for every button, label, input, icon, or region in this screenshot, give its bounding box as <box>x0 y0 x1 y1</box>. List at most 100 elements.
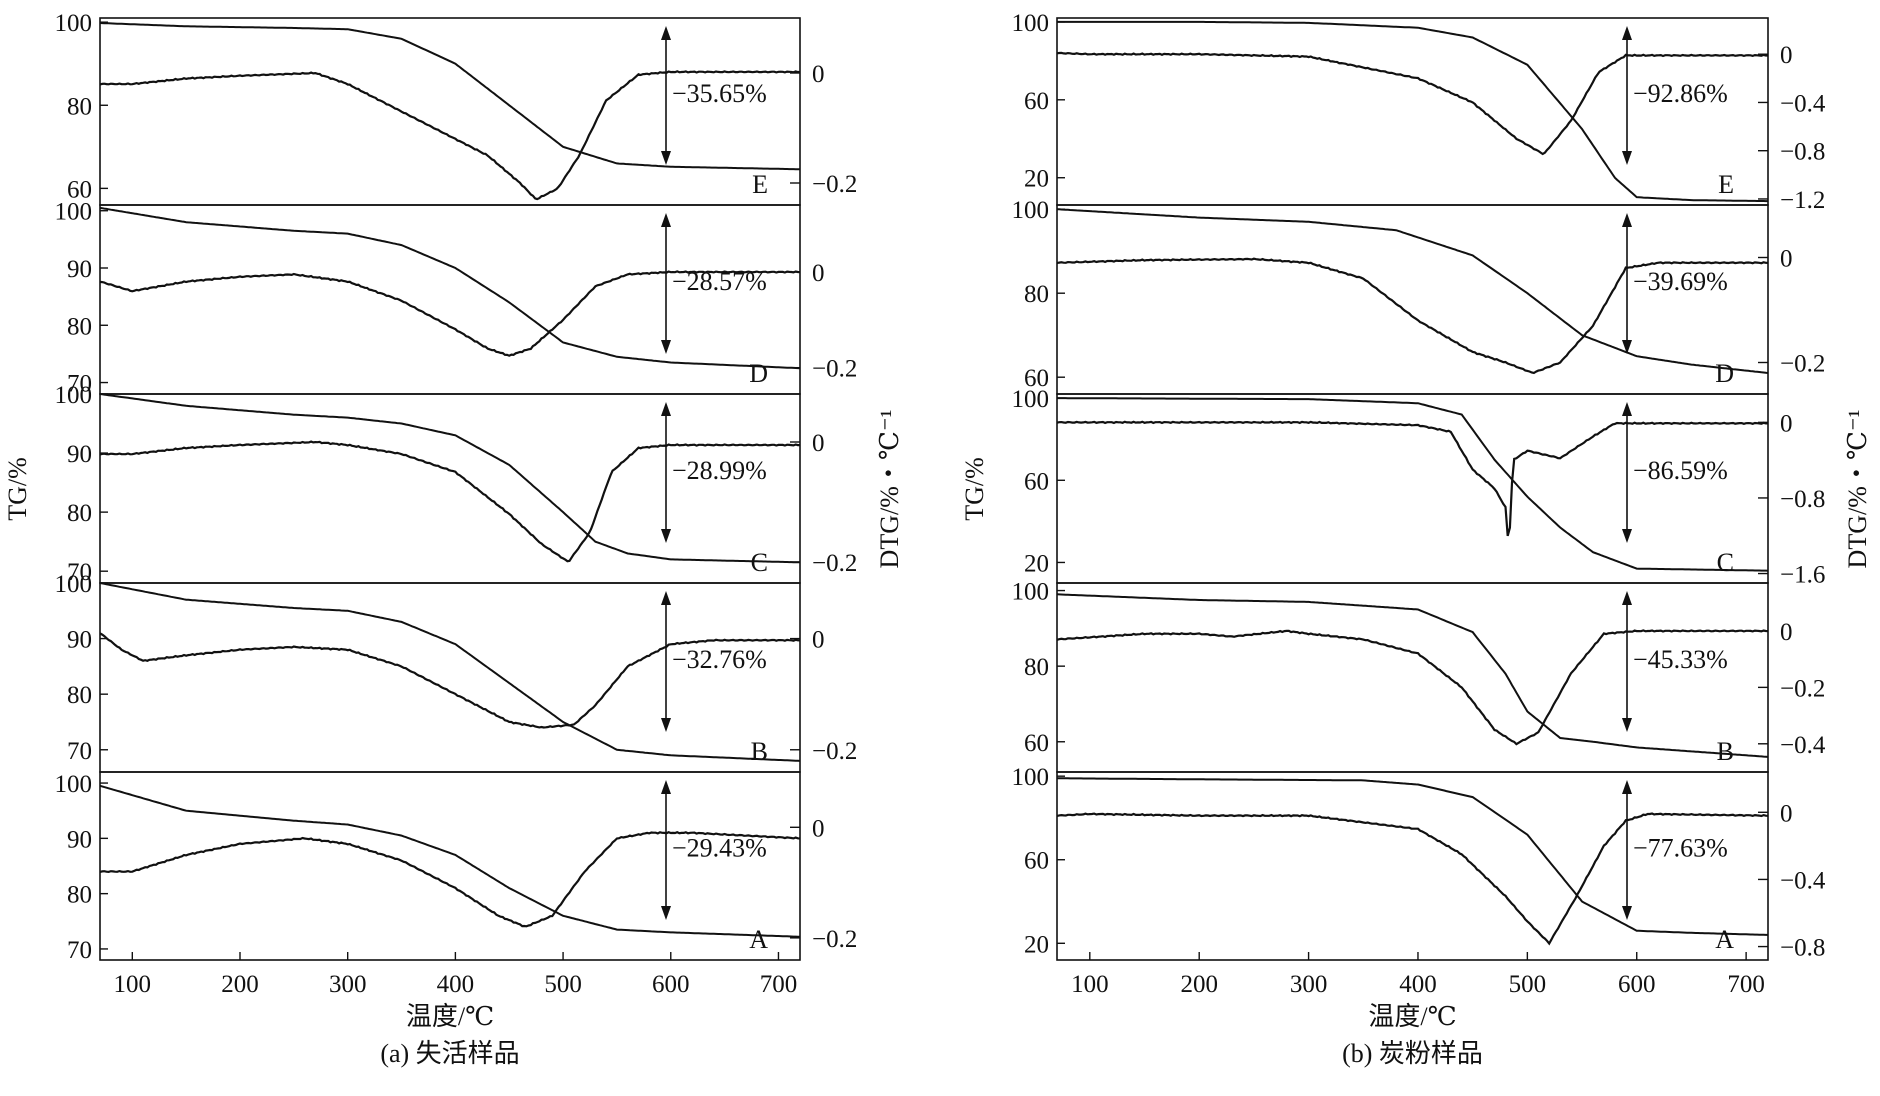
subplot-A: 20 60 100 0 −0.4 −0.8 −77.63% A <box>1012 764 1826 961</box>
tg-tick-label: 60 <box>67 176 92 203</box>
tg-tick-label: 100 <box>1012 386 1050 413</box>
x-tick-label: 400 <box>437 971 475 998</box>
dtg-tick-label: 0 <box>812 260 825 287</box>
sample-label: C <box>1717 548 1734 577</box>
tg-tick-label: 100 <box>55 771 93 798</box>
panel-a: 60 80 100 0 −0.2 −35.65% E 70 80 90 100 0 −0.2 −28.57… <box>3 10 904 1068</box>
y-axis-label-left: TG/% <box>3 457 32 521</box>
tg-tick-label: 60 <box>1024 88 1049 115</box>
sample-label: B <box>1717 737 1734 766</box>
tg-tick-label: 80 <box>67 313 92 340</box>
mass-loss-label: −77.63% <box>1633 834 1728 863</box>
x-tick-label: 500 <box>544 971 582 998</box>
dtg-curve <box>1056 420 1768 537</box>
arrow-head-down <box>1622 529 1632 543</box>
mass-loss-label: −28.99% <box>672 456 767 485</box>
dtg-curve <box>99 831 801 928</box>
dtg-tick-label: 0 <box>1780 42 1793 69</box>
tg-tick-label: 70 <box>67 738 92 765</box>
tg-curve <box>1057 20 1768 203</box>
tg-tick-label: 80 <box>1024 654 1049 681</box>
arrow-head-down <box>661 718 671 732</box>
subplot-frame <box>1056 204 1769 395</box>
sample-label: D <box>1715 359 1734 388</box>
x-tick-label: 700 <box>1727 971 1765 998</box>
tg-tick-label: 60 <box>1024 730 1049 757</box>
tg-tick-label: 70 <box>67 371 92 398</box>
tg-tick-label: 80 <box>67 93 92 120</box>
dtg-curve <box>99 440 800 563</box>
dtg-tick-label: −0.8 <box>1780 935 1825 962</box>
tg-curve <box>1057 777 1768 936</box>
x-tick-label: 100 <box>114 971 152 998</box>
x-tick-label: 700 <box>760 971 798 998</box>
mass-loss-label: −86.59% <box>1633 456 1728 485</box>
arrow-head-down <box>1622 906 1632 920</box>
dtg-tick-label: −0.8 <box>1780 486 1825 513</box>
tg-tick-label: 100 <box>1012 579 1050 606</box>
subplot-D: 60 80 100 0 −0.2 −39.69% D <box>1012 197 1825 395</box>
tg-curve <box>1057 397 1769 572</box>
mass-loss-label: −35.65% <box>672 79 767 108</box>
panel-caption: (b) 炭粉样品 <box>1342 1039 1483 1068</box>
tg-curve <box>99 784 801 938</box>
sample-label: D <box>749 359 768 388</box>
x-tick-label: 500 <box>1509 971 1547 998</box>
dtg-tick-label: −0.2 <box>812 171 857 198</box>
arrow-head-up <box>661 213 671 227</box>
dtg-tick-label: 0 <box>812 815 825 842</box>
x-axis-label: 温度/℃ <box>1368 1002 1456 1031</box>
dtg-tick-label: −0.2 <box>812 356 857 383</box>
tg-tick-label: 90 <box>67 627 92 654</box>
sample-label: A <box>1715 925 1734 954</box>
mass-loss-label: −92.86% <box>1633 79 1728 108</box>
dtg-tick-label: 0 <box>1780 410 1793 437</box>
tg-tick-label: 70 <box>67 937 92 964</box>
arrow-head-down <box>661 529 671 543</box>
dtg-tick-label: −0.2 <box>1780 351 1825 378</box>
arrow-head-down <box>661 906 671 920</box>
subplot-C: 20 60 100 0 −0.8 −1.6 −86.59% C <box>1012 386 1826 588</box>
tg-tick-label: 100 <box>1012 197 1050 224</box>
mass-loss-label: −45.33% <box>1633 645 1728 674</box>
sample-label: E <box>752 170 768 199</box>
x-tick-label: 200 <box>221 971 259 998</box>
subplot-frame <box>99 393 801 584</box>
sample-label: A <box>749 925 768 954</box>
tg-tick-label: 100 <box>1012 764 1050 791</box>
arrow-head-down <box>1622 718 1632 732</box>
dtg-tick-label: 0 <box>1780 800 1793 827</box>
arrow-head-up <box>1622 213 1632 227</box>
mass-loss-label: −32.76% <box>672 645 767 674</box>
dtg-curve <box>1056 51 1768 156</box>
tg-curve <box>99 393 800 564</box>
y-axis-label-left: TG/% <box>960 457 989 521</box>
dtg-tick-label: −0.2 <box>1780 675 1825 702</box>
subplot-D: 70 80 90 100 0 −0.2 −28.57% D <box>55 199 858 398</box>
tg-tick-label: 90 <box>67 256 92 283</box>
subplot-B: 60 80 100 0 −0.2 −0.4 −45.33% B <box>1012 579 1826 773</box>
arrow-head-up <box>1622 26 1632 40</box>
dtg-curve <box>1056 629 1769 746</box>
arrow-head-up <box>661 26 671 40</box>
subplot-frame <box>1056 17 1769 206</box>
subplot-frame <box>99 204 801 395</box>
x-tick-label: 300 <box>1290 971 1328 998</box>
subplot-frame <box>99 17 801 206</box>
tg-tick-label: 60 <box>1024 365 1049 392</box>
tg-tick-label: 20 <box>1024 550 1049 577</box>
subplot-frame <box>99 582 801 773</box>
tg-tick-label: 100 <box>55 199 93 226</box>
tg-tick-label: 90 <box>67 441 92 468</box>
tg-tick-label: 60 <box>1024 468 1049 495</box>
tg-curve <box>1056 208 1769 374</box>
tg-curve <box>1056 593 1769 758</box>
tg-tick-label: 20 <box>1024 931 1049 958</box>
dtg-tick-label: −0.4 <box>1780 732 1826 759</box>
sample-label: E <box>1718 170 1734 199</box>
mass-loss-label: −29.43% <box>672 834 767 863</box>
subplot-A: 70 80 90 100 0 −0.2 −29.43% A <box>55 771 858 964</box>
dtg-tick-label: 0 <box>1780 246 1793 273</box>
tg-tick-label: 100 <box>55 382 93 409</box>
